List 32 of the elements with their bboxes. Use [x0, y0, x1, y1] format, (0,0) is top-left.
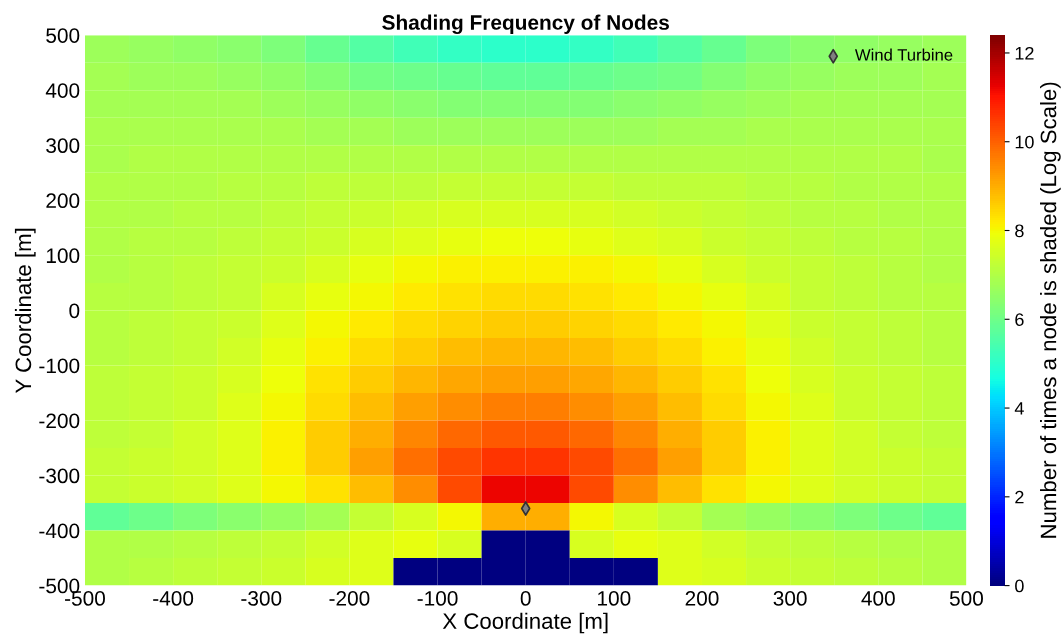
color-bar-label: 10: [1015, 135, 1034, 149]
x-tick-label: 200: [685, 591, 719, 606]
color-bar-label: 6: [1015, 313, 1024, 326]
y-tick-label: 0: [69, 303, 80, 319]
x-tick-label: 400: [861, 591, 895, 606]
y-tick-label: 300: [46, 138, 80, 154]
y-axis-title: Y Coordinate [m]: [14, 228, 36, 394]
chart-title: Shading Frequency of Nodes: [382, 14, 669, 35]
y-tick-label: 100: [46, 248, 80, 264]
y-tick-label: -300: [39, 468, 80, 484]
legend-label: Wind Turbine: [854, 48, 953, 61]
y-tick-label: -200: [39, 413, 80, 429]
y-tick-label: 200: [46, 193, 80, 209]
x-tick-label: 300: [773, 591, 807, 606]
x-axis-title: X Coordinate [m]: [442, 612, 608, 634]
y-tick-label: -100: [39, 358, 80, 374]
x-tick-label: 0: [520, 591, 531, 606]
x-tick-label: 500: [949, 591, 983, 606]
color-bar-label: 4: [1014, 402, 1024, 415]
x-tick-label: -200: [329, 591, 370, 606]
y-tick-label: 500: [46, 28, 80, 43]
color-bar-label: 12: [1015, 46, 1034, 60]
x-tick-label: -300: [241, 591, 282, 606]
x-tick-label: -100: [417, 591, 458, 606]
y-tick-label: -400: [39, 523, 80, 539]
color-bar-label: 8: [1015, 224, 1024, 238]
x-tick-label: -400: [153, 591, 194, 606]
color-bar-title: Number of times a node is shaded (Log Scale): [1040, 82, 1061, 538]
y-tick-label: 400: [45, 83, 80, 98]
color-bar-label: 0: [1015, 579, 1024, 593]
x-tick-label: 100: [598, 591, 631, 606]
color-bar-label: 2: [1015, 490, 1024, 504]
